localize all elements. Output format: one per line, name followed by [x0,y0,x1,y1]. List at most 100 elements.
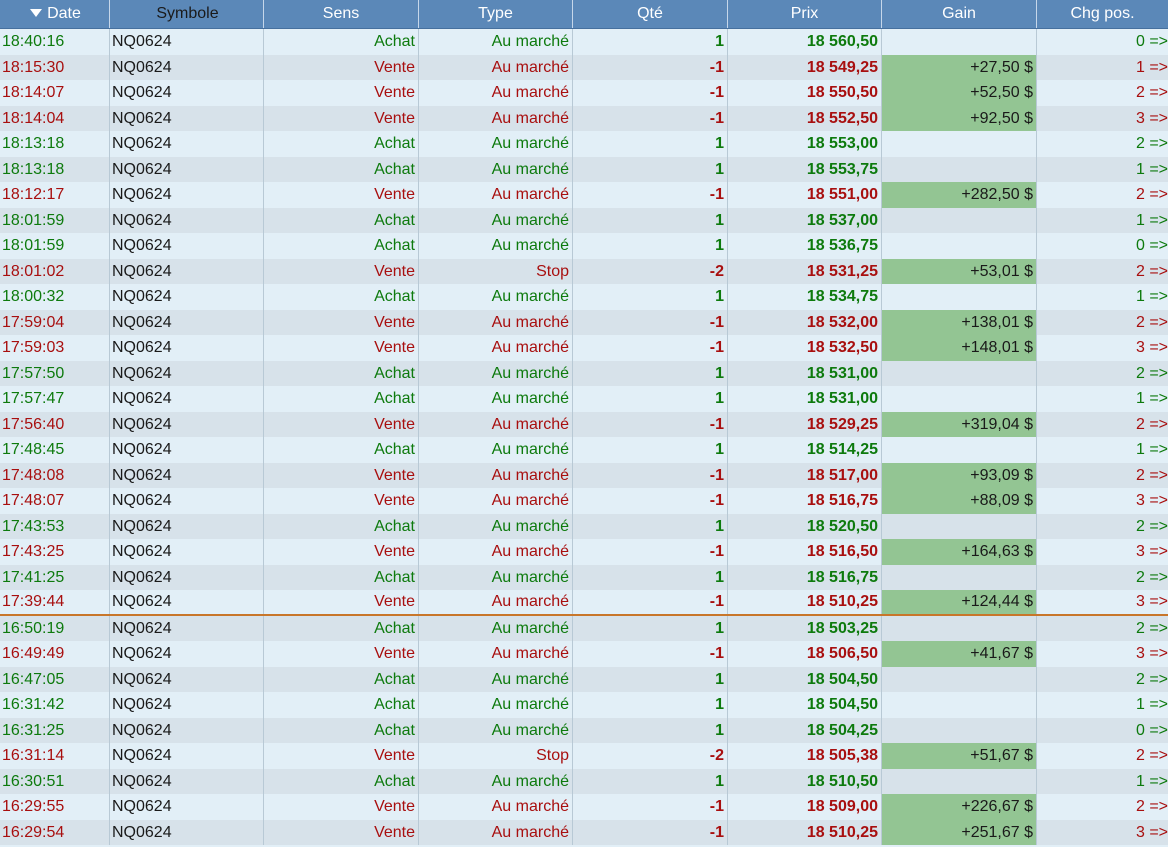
table-row[interactable]: 16:50:19 NQ0624 Achat Au marché 1 18 503,25 2 … [0,615,1168,641]
cell-type: Au marché [419,207,573,233]
table-row[interactable]: 17:57:50 NQ0624 Achat Au marché 1 18 531,00 2 … [0,360,1168,386]
table-row[interactable]: 17:59:03 NQ0624 Vente Au marché -1 18 532,50 +… [0,335,1168,361]
cell-gain [882,615,1037,641]
cell-symbole: NQ0624 [110,513,264,539]
column-header-type[interactable]: Type [419,0,573,28]
cell-type: Stop [419,743,573,769]
table-row[interactable]: 18:15:30 NQ0624 Vente Au marché -1 18 549,25 +… [0,54,1168,80]
table-row[interactable]: 16:29:55 NQ0624 Vente Au marché -1 18 509,00 +… [0,794,1168,820]
table-row[interactable]: 17:43:25 NQ0624 Vente Au marché -1 18 516,50 +… [0,539,1168,565]
cell-sens: Vente [264,411,419,437]
cell-qte: -1 [573,411,728,437]
cell-chg-pos: 3 => [1135,823,1168,841]
cell-prix: 18 504,50 [728,692,882,718]
cell-qte: 1 [573,386,728,412]
cell-symbole: NQ0624 [110,564,264,590]
table-row[interactable]: 18:00:32 NQ0624 Achat Au marché 1 18 534,75 1 … [0,284,1168,310]
table-row[interactable]: 16:29:54 NQ0624 Vente Au marché -1 18 510,25 +… [0,819,1168,845]
table-row[interactable]: 18:01:02 NQ0624 Vente Stop -2 18 531,25 +53,01… [0,258,1168,284]
cell-type: Au marché [419,794,573,820]
cell-sens: Vente [264,590,419,614]
cell-gain: +319,04 $ [882,411,1037,437]
cell-symbole: NQ0624 [110,335,264,361]
cell-chg-pos: 2 => [1135,84,1168,101]
cell-sens: Achat [264,360,419,386]
table-row[interactable]: 17:48:07 NQ0624 Vente Au marché -1 18 516,75 +… [0,488,1168,514]
table-row[interactable]: 17:43:53 NQ0624 Achat Au marché 1 18 520,50 2 … [0,513,1168,539]
cell-gain: +92,50 $ [882,105,1037,131]
column-header-sens[interactable]: Sens [264,0,419,28]
cell-symbole: NQ0624 [110,411,264,437]
table-row[interactable]: 16:47:05 NQ0624 Achat Au marché 1 18 504,50 2 … [0,666,1168,692]
cell-sens: Achat [264,284,419,310]
cell-qte: -1 [573,182,728,208]
cell-prix: 18 553,75 [728,156,882,182]
cell-qte: -1 [573,54,728,80]
column-header-qte-label: Qté [637,5,663,22]
table-row[interactable]: 16:31:14 NQ0624 Vente Stop -2 18 505,38 +51,67… [0,743,1168,769]
cell-prix: 18 504,50 [728,666,882,692]
column-header-prix[interactable]: Prix [728,0,882,28]
table-row[interactable]: 18:14:04 NQ0624 Vente Au marché -1 18 552,50 +… [0,105,1168,131]
cell-prix: 18 531,00 [728,386,882,412]
cell-symbole: NQ0624 [110,692,264,718]
table-row[interactable]: 18:01:59 NQ0624 Achat Au marché 1 18 537,00 1 … [0,207,1168,233]
table-row[interactable]: 16:49:49 NQ0624 Vente Au marché -1 18 506,50 +… [0,641,1168,667]
cell-date: 17:43:25 [0,539,110,565]
cell-date: 18:00:32 [0,284,110,310]
table-row[interactable]: 16:30:51 NQ0624 Achat Au marché 1 18 510,50 1 … [0,768,1168,794]
cell-chg-pos: 0 => [1135,237,1168,254]
cell-gain: +27,50 $ [882,54,1037,80]
column-header-date[interactable]: Date [0,0,110,28]
cell-type: Au marché [419,819,573,845]
cell-sens: Achat [264,233,419,259]
cell-sens: Vente [264,105,419,131]
table-row[interactable]: 18:12:17 NQ0624 Vente Au marché -1 18 551,00 +… [0,182,1168,208]
cell-sens: Achat [264,692,419,718]
cell-prix: 18 531,25 [728,258,882,284]
cell-qte: -1 [573,462,728,488]
cell-sens: Achat [264,437,419,463]
cell-date: 17:57:50 [0,360,110,386]
cell-prix: 18 506,50 [728,641,882,667]
table-row[interactable]: 17:56:40 NQ0624 Vente Au marché -1 18 529,25 +… [0,411,1168,437]
table-row[interactable]: 18:14:07 NQ0624 Vente Au marché -1 18 550,50 +… [0,80,1168,106]
column-header-qte[interactable]: Qté [573,0,728,28]
cell-prix: 18 510,25 [728,819,882,845]
cell-sens: Vente [264,80,419,106]
cell-chg-pos: 1 => [1135,696,1168,713]
column-header-type-label: Type [478,5,513,22]
column-header-gain[interactable]: Gain [882,0,1037,28]
cell-sens: Achat [264,666,419,692]
table-row[interactable]: 18:40:16 NQ0624 Achat Au marché 1 18 560,50 0 … [0,29,1168,55]
cell-chg-pos: 2 => [1135,798,1168,815]
cell-type: Au marché [419,284,573,310]
table-row[interactable]: 17:39:44 NQ0624 Vente Au marché -1 18 510,25 +… [0,590,1168,616]
cell-type: Au marché [419,437,573,463]
cell-prix: 18 534,75 [728,284,882,310]
table-row[interactable]: 18:13:18 NQ0624 Achat Au marché 1 18 553,75 1 … [0,156,1168,182]
table-row[interactable]: 17:59:04 NQ0624 Vente Au marché -1 18 532,00 +… [0,309,1168,335]
table-row[interactable]: 17:48:08 NQ0624 Vente Au marché -1 18 517,00 +… [0,462,1168,488]
cell-qte: 1 [573,207,728,233]
cell-symbole: NQ0624 [110,437,264,463]
cell-date: 18:01:59 [0,233,110,259]
cell-sens: Vente [264,258,419,284]
table-row[interactable]: 18:13:18 NQ0624 Achat Au marché 1 18 553,00 2 … [0,131,1168,157]
cell-qte: -1 [573,309,728,335]
column-header-chg-pos[interactable]: Chg pos. [1037,0,1168,28]
table-row[interactable]: 17:57:47 NQ0624 Achat Au marché 1 18 531,00 1 … [0,386,1168,412]
table-row[interactable]: 16:31:42 NQ0624 Achat Au marché 1 18 504,50 1 … [0,692,1168,718]
cell-qte: 1 [573,284,728,310]
cell-qte: -1 [573,335,728,361]
table-row[interactable]: 17:48:45 NQ0624 Achat Au marché 1 18 514,25 1 … [0,437,1168,463]
cell-symbole: NQ0624 [110,743,264,769]
table-row[interactable]: 17:41:25 NQ0624 Achat Au marché 1 18 516,75 2 … [0,564,1168,590]
cell-gain [882,564,1037,590]
cell-date: 16:31:25 [0,717,110,743]
table-row[interactable]: 18:01:59 NQ0624 Achat Au marché 1 18 536,75 0 … [0,233,1168,259]
column-header-symbole[interactable]: Symbole [110,0,264,28]
cell-prix: 18 516,50 [728,539,882,565]
cell-date: 18:01:02 [0,258,110,284]
table-row[interactable]: 16:31:25 NQ0624 Achat Au marché 1 18 504,25 0 … [0,717,1168,743]
